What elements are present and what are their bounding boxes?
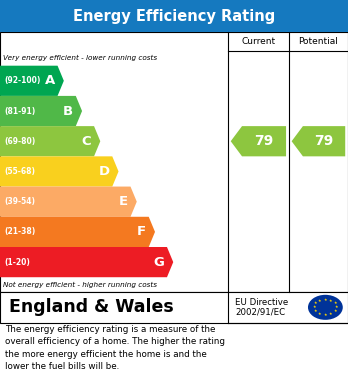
Text: (1-20): (1-20)	[4, 258, 30, 267]
Text: F: F	[137, 225, 146, 239]
Bar	[0, 32, 348, 292]
Polygon shape	[0, 66, 64, 96]
Ellipse shape	[308, 295, 343, 320]
Text: (39-54): (39-54)	[4, 197, 35, 206]
Text: (55-68): (55-68)	[4, 167, 35, 176]
Text: 79: 79	[254, 134, 274, 148]
Text: (92-100): (92-100)	[4, 76, 41, 85]
Text: B: B	[63, 104, 73, 118]
Text: ★: ★	[318, 312, 322, 316]
Text: ★: ★	[318, 299, 322, 303]
Text: (21-38): (21-38)	[4, 228, 35, 237]
Polygon shape	[0, 126, 100, 156]
Polygon shape	[0, 247, 173, 277]
Polygon shape	[292, 126, 345, 156]
Text: A: A	[45, 74, 55, 87]
Text: The energy efficiency rating is a measure of the
overall efficiency of a home. T: The energy efficiency rating is a measur…	[5, 325, 225, 371]
Text: ★: ★	[335, 305, 338, 309]
Text: ★: ★	[313, 305, 316, 309]
Text: D: D	[98, 165, 110, 178]
Text: ★: ★	[324, 313, 327, 317]
Text: ★: ★	[329, 312, 333, 316]
Text: 2002/91/EC: 2002/91/EC	[235, 307, 285, 317]
Text: E: E	[119, 195, 128, 208]
Text: ★: ★	[333, 309, 337, 313]
Text: Potential: Potential	[299, 37, 338, 46]
Text: ★: ★	[333, 301, 337, 305]
Text: England & Wales: England & Wales	[9, 298, 173, 316]
Text: ★: ★	[314, 301, 317, 305]
Text: ★: ★	[314, 309, 317, 313]
Polygon shape	[0, 96, 82, 126]
Text: Not energy efficient - higher running costs: Not energy efficient - higher running co…	[3, 282, 158, 288]
Text: (69-80): (69-80)	[4, 137, 35, 146]
Text: EU Directive: EU Directive	[235, 298, 288, 307]
Polygon shape	[0, 156, 119, 187]
Text: ★: ★	[329, 299, 333, 303]
Polygon shape	[231, 126, 286, 156]
Bar	[0, 0, 348, 32]
Polygon shape	[0, 187, 137, 217]
Polygon shape	[0, 217, 155, 247]
Text: (81-91): (81-91)	[4, 106, 35, 115]
Bar	[0, 292, 348, 323]
Text: Very energy efficient - lower running costs: Very energy efficient - lower running co…	[3, 55, 158, 61]
Text: ★: ★	[324, 298, 327, 301]
Text: 79: 79	[315, 134, 334, 148]
Text: Current: Current	[241, 37, 276, 46]
Text: C: C	[82, 135, 91, 148]
Text: G: G	[153, 256, 164, 269]
Text: Energy Efficiency Rating: Energy Efficiency Rating	[73, 9, 275, 23]
